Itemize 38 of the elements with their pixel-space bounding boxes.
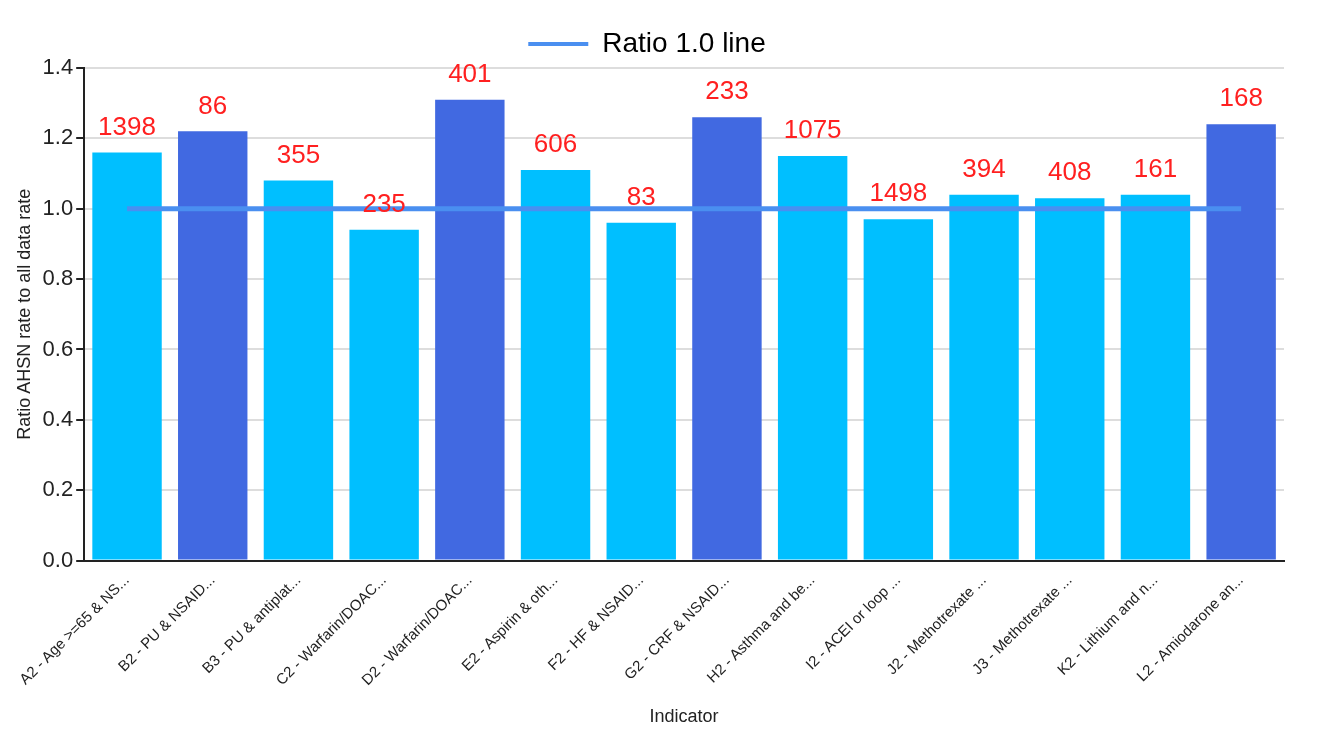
annotation: 394: [962, 152, 1006, 183]
annotation: 83: [626, 180, 656, 211]
y-tick-label: 0.6: [42, 335, 74, 361]
bar: [949, 194, 1019, 560]
bar: [263, 180, 334, 560]
annotation: 1075: [783, 114, 842, 145]
annotation: 1398: [98, 110, 156, 141]
legend-label: Ratio 1.0 line: [602, 26, 766, 58]
bar: [349, 229, 419, 560]
bar: [1206, 124, 1276, 560]
x-axis-title: Indicator: [649, 706, 719, 727]
y-axis-title: Ratio AHSN rate to all data rate: [13, 188, 34, 440]
y-tick-label: 0.2: [42, 476, 74, 502]
annotation: 408: [1048, 156, 1092, 187]
annotation: 161: [1133, 152, 1178, 183]
bar: [777, 155, 848, 560]
bar: [606, 222, 676, 560]
annotation: 1498: [869, 177, 928, 208]
bar: [92, 152, 162, 560]
bar: [178, 131, 248, 560]
y-tick-label: 1.2: [42, 124, 74, 150]
bar: [1120, 194, 1191, 560]
annotation: 168: [1219, 82, 1263, 113]
bar: [435, 99, 505, 560]
y-tick-label: 1.0: [42, 194, 74, 220]
y-tick-label: 0.0: [42, 546, 74, 572]
annotation: 233: [705, 75, 749, 106]
bar: [1035, 198, 1105, 560]
annotation: 606: [533, 128, 578, 159]
bar: [520, 170, 591, 560]
y-tick-label: 1.4: [42, 54, 74, 80]
y-tick-label: 0.4: [42, 405, 74, 431]
annotation: 86: [198, 89, 228, 120]
y-tick-label: 0.8: [42, 265, 74, 291]
annotation: 401: [448, 57, 492, 88]
annotation: 355: [276, 138, 321, 169]
bar: [692, 117, 762, 560]
bar: [863, 219, 934, 560]
